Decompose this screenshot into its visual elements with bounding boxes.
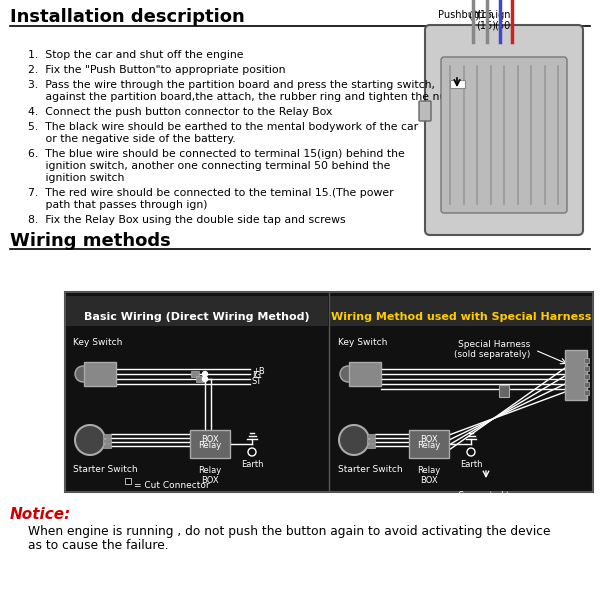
Bar (103, 439, 111, 443)
Text: = Cut Connector: = Cut Connector (134, 481, 209, 490)
Bar (584, 382, 589, 387)
Bar (367, 444, 375, 448)
Text: When engine is running , do not push the button again to avoid activating the de: When engine is running , do not push the… (28, 525, 551, 538)
Text: 8.  Fix the Relay Box using the double side tap and screws: 8. Fix the Relay Box using the double si… (28, 215, 346, 225)
Text: Notice:: Notice: (10, 507, 71, 522)
Text: +B: +B (252, 367, 265, 376)
Circle shape (75, 425, 105, 455)
Bar (196, 376, 204, 382)
Text: 1.  Stop the car and shut off the engine: 1. Stop the car and shut off the engine (28, 50, 244, 60)
Bar (584, 374, 589, 379)
Bar (409, 430, 449, 458)
Text: ignition switch: ignition switch (28, 173, 124, 183)
Text: Installation description: Installation description (10, 8, 245, 26)
Text: Pushbutton: Pushbutton (438, 10, 494, 20)
Text: Starter Switch: Starter Switch (338, 465, 403, 474)
Bar (66, 296, 328, 326)
Bar (584, 358, 589, 363)
Bar (367, 434, 375, 438)
Bar (103, 444, 111, 448)
Circle shape (203, 371, 208, 376)
FancyBboxPatch shape (441, 57, 567, 213)
Bar (450, 80, 465, 88)
Text: path that passes through ign): path that passes through ign) (28, 200, 208, 210)
Text: 7.  The red wire should be connected to the teminal 15.(The power: 7. The red wire should be connected to t… (28, 188, 394, 198)
Bar (584, 366, 589, 371)
Text: Earth: Earth (241, 460, 263, 469)
Circle shape (75, 366, 91, 382)
Text: (15): (15) (476, 20, 496, 30)
Text: IG: IG (252, 371, 261, 380)
FancyBboxPatch shape (419, 101, 431, 121)
Bar (84, 362, 116, 386)
Text: or the negative side of the battery.: or the negative side of the battery. (28, 134, 236, 144)
Text: BOX: BOX (420, 435, 438, 444)
Text: 5.  The black wire should be earthed to the mental bodywork of the car: 5. The black wire should be earthed to t… (28, 122, 418, 132)
Text: Relay: Relay (199, 442, 221, 451)
Bar (330, 296, 592, 326)
Text: Starter Switch: Starter Switch (73, 465, 137, 474)
Bar (190, 430, 230, 458)
Text: Key Switch: Key Switch (338, 338, 388, 347)
Bar (367, 439, 375, 443)
Text: ignition switch, another one connecting terminal 50 behind the: ignition switch, another one connecting … (28, 161, 391, 171)
Text: Wiring methods: Wiring methods (10, 232, 171, 250)
Circle shape (203, 376, 208, 382)
Text: 2.  Fix the "Push Button"to appropriate position: 2. Fix the "Push Button"to appropriate p… (28, 65, 286, 75)
Text: 4.  Connect the push button connector to the Relay Box: 4. Connect the push button connector to … (28, 107, 332, 117)
Text: (-): (-) (468, 10, 479, 20)
Bar (349, 362, 381, 386)
Text: Key Switch: Key Switch (73, 338, 122, 347)
Text: Wiring Method used with Special Harness: Wiring Method used with Special Harness (331, 312, 591, 322)
Bar (125, 478, 131, 484)
Bar (565, 350, 587, 400)
Bar (65, 292, 593, 492)
Text: 6.  The blue wire should be connected to terminal 15(ign) behind the: 6. The blue wire should be connected to … (28, 149, 405, 159)
Text: (50): (50) (494, 20, 514, 30)
FancyBboxPatch shape (425, 25, 583, 235)
Text: 3.  Pass the wire through the partition board and press the starting switch,: 3. Pass the wire through the partition b… (28, 80, 435, 90)
Text: BOX: BOX (201, 435, 219, 444)
Bar (499, 385, 509, 397)
Text: Connected to
Turbo Timer, etc.: Connected to Turbo Timer, etc. (451, 491, 521, 510)
Text: (15,ign): (15,ign) (476, 10, 514, 20)
Bar (103, 434, 111, 438)
Circle shape (339, 425, 369, 455)
Text: Basic Wiring (Direct Wiring Method): Basic Wiring (Direct Wiring Method) (84, 312, 310, 322)
Bar (584, 390, 589, 395)
Circle shape (340, 366, 356, 382)
Text: Earth: Earth (460, 460, 482, 469)
Text: Relay
BOX: Relay BOX (199, 466, 221, 486)
Text: Relay
BOX: Relay BOX (418, 466, 440, 486)
Text: ST: ST (252, 376, 262, 385)
Text: as to cause the failure.: as to cause the failure. (28, 539, 169, 552)
Text: Relay: Relay (418, 442, 440, 451)
Text: against the partition board,the attach, the rubber ring and tighten the nut.: against the partition board,the attach, … (28, 92, 454, 102)
Bar (191, 371, 199, 377)
Text: Special Harness
(sold separately): Special Harness (sold separately) (454, 340, 530, 359)
